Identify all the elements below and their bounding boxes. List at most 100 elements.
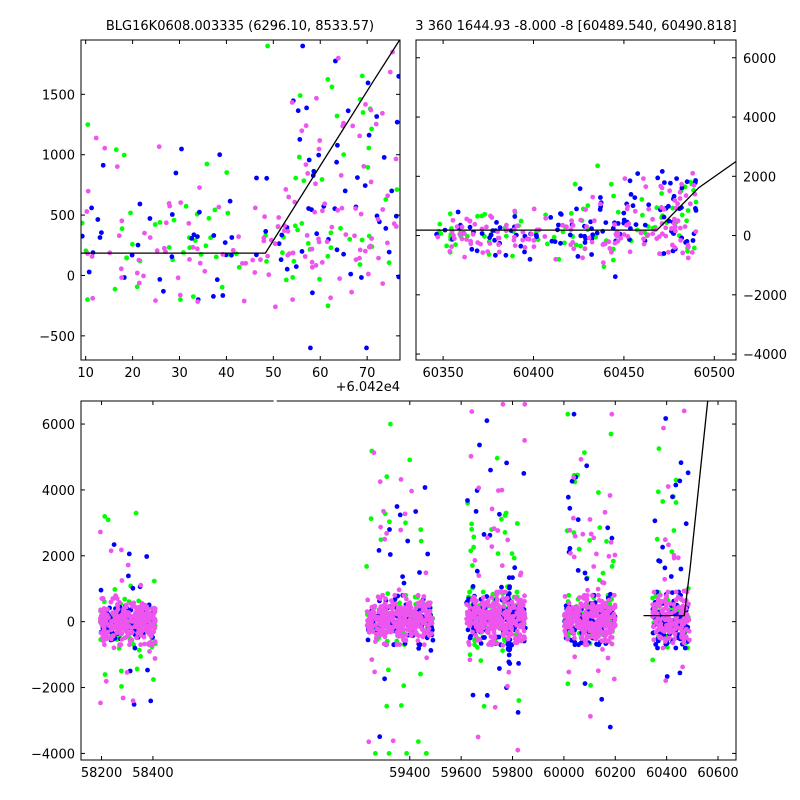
data-point <box>486 603 491 609</box>
data-point <box>573 607 579 613</box>
data-point <box>204 161 210 167</box>
data-point <box>518 638 524 644</box>
data-point <box>567 505 573 511</box>
data-point <box>147 216 153 221</box>
data-point <box>114 164 120 170</box>
data-point <box>578 456 584 462</box>
data-point <box>357 247 363 253</box>
data-point <box>543 212 548 218</box>
data-point <box>190 244 196 250</box>
data-point <box>105 517 111 523</box>
x-tick-label: 60000 <box>543 766 584 781</box>
data-point <box>568 211 574 216</box>
data-point <box>506 634 512 640</box>
data-point <box>473 620 479 626</box>
data-point <box>655 627 660 633</box>
data-point <box>638 230 644 236</box>
data-point <box>397 607 403 612</box>
data-point <box>142 641 148 647</box>
x-tick-label: 60500 <box>694 366 735 381</box>
data-point <box>503 233 509 239</box>
data-point <box>393 213 399 219</box>
data-point <box>584 613 590 619</box>
data-point <box>505 621 511 626</box>
data-point <box>142 627 148 633</box>
data-point <box>385 591 391 596</box>
data-point <box>364 345 369 351</box>
data-point <box>661 207 667 212</box>
data-point <box>390 625 396 631</box>
data-point <box>469 246 475 252</box>
data-point <box>574 623 579 629</box>
data-point <box>608 604 614 610</box>
data-point <box>275 224 281 229</box>
data-point <box>137 201 143 207</box>
data-point <box>425 610 431 615</box>
data-point <box>679 212 685 218</box>
data-point <box>366 617 372 623</box>
data-point <box>518 610 524 616</box>
axes-frame <box>80 400 737 761</box>
data-point <box>687 201 693 207</box>
data-point <box>582 240 588 245</box>
data-point <box>571 246 577 252</box>
data-point <box>663 225 669 231</box>
data-point <box>589 593 595 599</box>
data-point <box>679 185 685 191</box>
data-point <box>122 596 128 602</box>
data-point <box>691 182 697 188</box>
data-point <box>293 264 299 269</box>
data-point <box>99 596 105 601</box>
data-point <box>680 664 685 670</box>
data-point <box>374 114 380 119</box>
data-point <box>265 43 270 49</box>
data-point <box>607 724 613 730</box>
data-point <box>189 236 195 241</box>
data-point <box>297 137 303 142</box>
data-point <box>506 669 512 675</box>
data-point <box>497 225 503 231</box>
data-point <box>612 274 618 280</box>
data-point <box>652 518 658 524</box>
data-point <box>657 558 663 564</box>
data-point <box>500 624 506 630</box>
data-point <box>661 251 667 256</box>
data-point <box>358 211 364 217</box>
data-point <box>119 547 124 553</box>
data-point <box>236 234 242 240</box>
data-point <box>506 640 512 646</box>
data-point <box>258 257 263 263</box>
data-point <box>621 210 627 216</box>
data-point <box>605 620 611 625</box>
data-point <box>651 637 657 643</box>
data-point <box>543 215 549 221</box>
data-point <box>683 521 689 527</box>
data-point <box>144 607 150 613</box>
data-point <box>497 626 503 631</box>
data-point <box>510 253 515 259</box>
data-point <box>475 213 480 219</box>
data-point <box>514 521 520 526</box>
data-point <box>488 634 494 639</box>
data-point <box>361 163 367 169</box>
data-point <box>481 532 487 537</box>
data-point <box>329 224 335 230</box>
data-point <box>529 231 534 237</box>
data-point <box>383 596 388 601</box>
data-point <box>663 233 669 239</box>
data-point <box>290 275 296 280</box>
panel-bottom: 58200 58400 59400 59600 59800 60000 60200 60400… <box>31 399 739 781</box>
data-point <box>378 524 383 530</box>
data-point <box>595 668 601 674</box>
data-point <box>147 235 153 241</box>
data-point <box>387 69 393 75</box>
data-point <box>665 615 671 620</box>
data-point <box>197 185 202 191</box>
data-point <box>468 548 474 554</box>
data-point <box>514 223 520 229</box>
data-point <box>111 645 117 651</box>
data-point <box>593 624 599 630</box>
data-point <box>545 241 550 247</box>
data-point <box>521 471 527 476</box>
data-point <box>389 598 394 603</box>
